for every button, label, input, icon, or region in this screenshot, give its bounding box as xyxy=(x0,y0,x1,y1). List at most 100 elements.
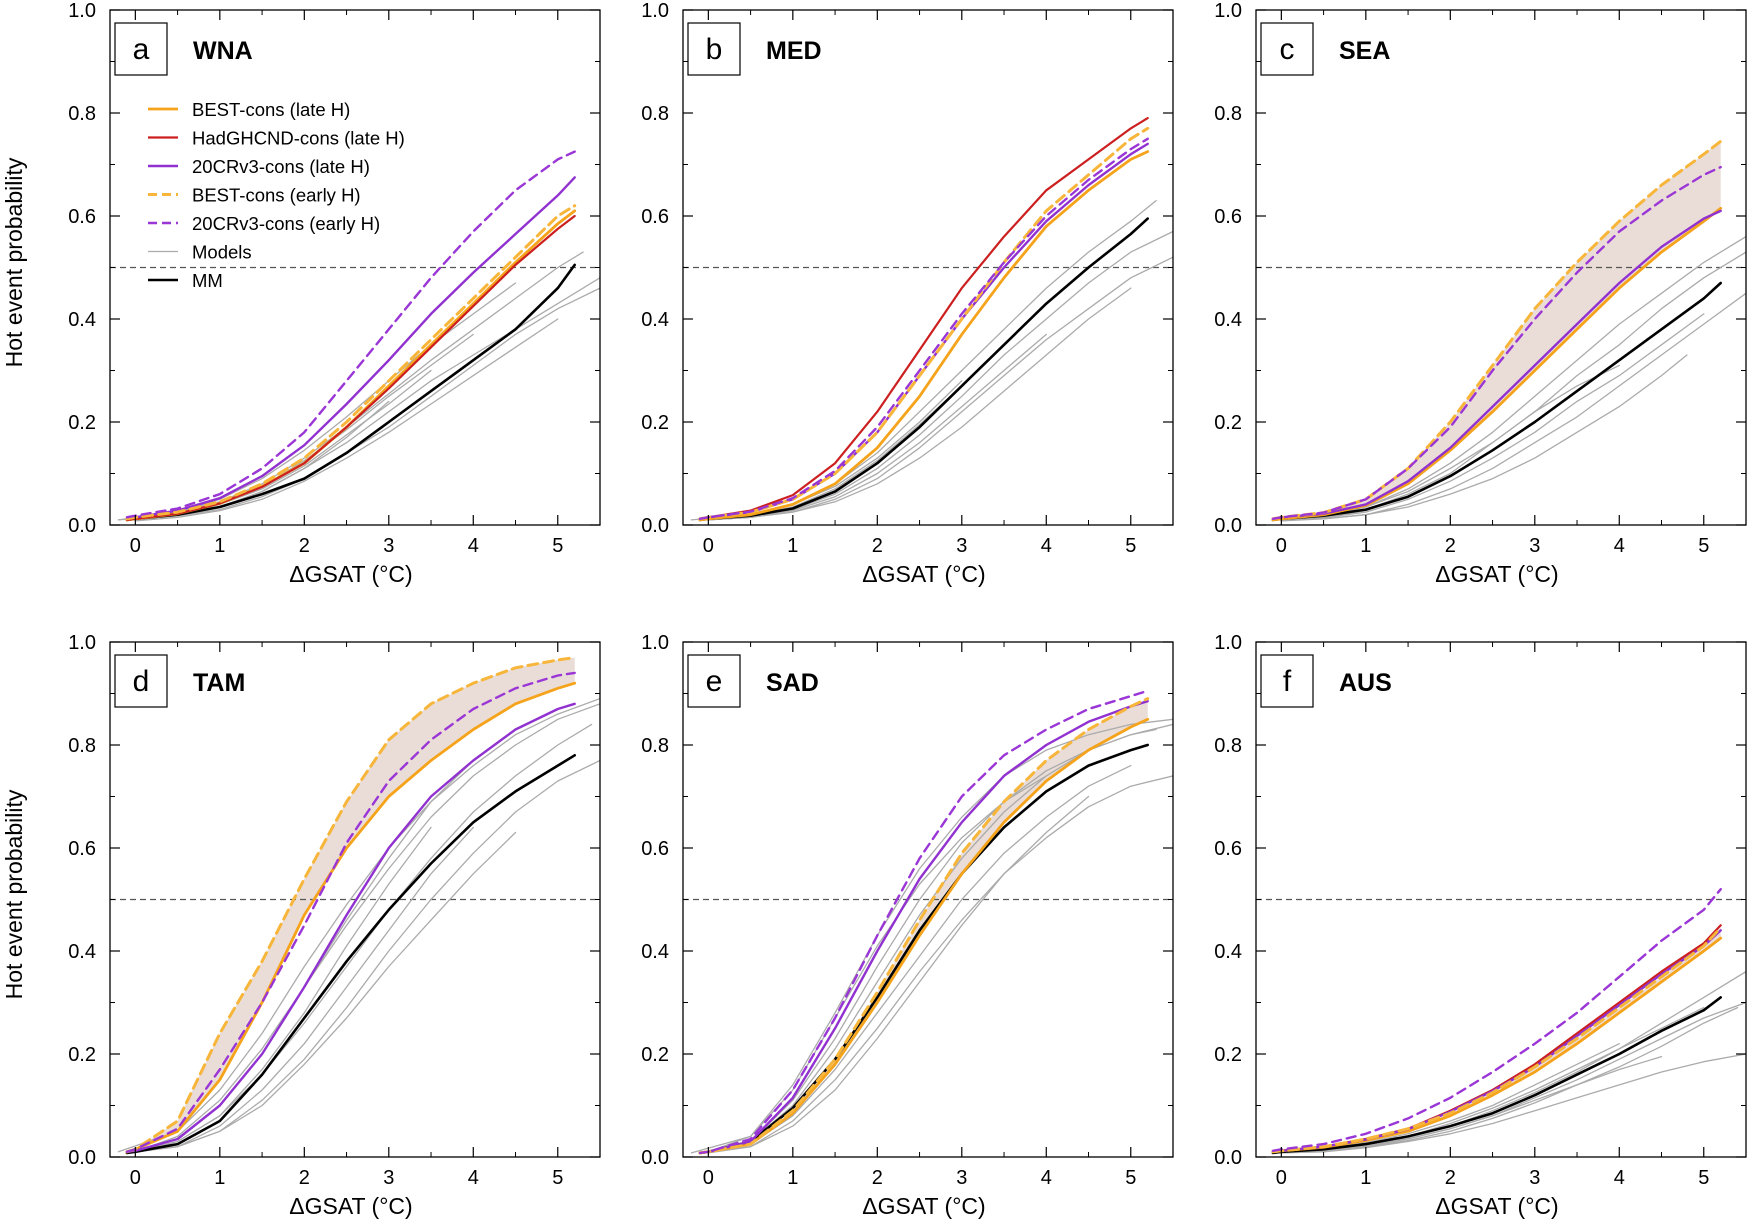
y-tick-label: 0.6 xyxy=(641,838,669,860)
y-tick-label: 0.8 xyxy=(641,103,669,125)
series-line xyxy=(1271,996,1722,1155)
y-tick-label: 0.6 xyxy=(641,206,669,228)
y-tick-label: 0.6 xyxy=(68,838,96,860)
series-line xyxy=(134,318,559,522)
plot-area xyxy=(1256,139,1746,522)
series-line xyxy=(117,277,600,521)
y-tick-label: 1.0 xyxy=(1214,632,1242,654)
series-line xyxy=(134,723,593,1153)
x-axis-label: ΔGSAT (°C) xyxy=(1435,561,1558,587)
y-tick-label: 0.4 xyxy=(1214,941,1242,963)
y-tick-label: 0.0 xyxy=(1214,1147,1242,1169)
series-line xyxy=(125,702,576,1153)
y-tick-label: 0.8 xyxy=(641,735,669,757)
plot-area xyxy=(110,150,600,522)
x-axis-label: ΔGSAT (°C) xyxy=(1435,1193,1558,1219)
region-label: TAM xyxy=(193,669,245,697)
y-tick-label: 1.0 xyxy=(1214,0,1242,22)
x-tick-label: 4 xyxy=(1614,535,1625,557)
x-tick-label: 5 xyxy=(552,535,563,557)
panel-d: 0 1 2 3 4 5 0.0 0.2 0.4 0.6 0.8 1.0 ΔGSAT (°C) Hot ev… xyxy=(1,632,601,1219)
x-tick-label: 4 xyxy=(1614,1167,1625,1189)
series-line xyxy=(134,703,600,1153)
series-line xyxy=(690,199,1157,521)
y-tick-label: 0.6 xyxy=(1214,838,1242,860)
series-line xyxy=(707,287,1132,521)
y-tick-label: 0.2 xyxy=(641,412,669,434)
x-tick-label: 1 xyxy=(787,1167,798,1189)
x-axis-label: ΔGSAT (°C) xyxy=(289,561,412,587)
series-line xyxy=(707,728,1157,1153)
y-tick-label: 0.4 xyxy=(641,941,669,963)
plot-area xyxy=(683,689,1173,1155)
series-line xyxy=(1280,1006,1705,1153)
x-tick-label: 2 xyxy=(299,1167,310,1189)
y-tick-label: 0.2 xyxy=(1214,412,1242,434)
x-tick-label: 0 xyxy=(130,1167,141,1189)
series-line xyxy=(1280,1006,1739,1154)
y-tick-label: 1.0 xyxy=(641,632,669,654)
series-line xyxy=(1280,313,1705,522)
x-tick-label: 2 xyxy=(872,535,883,557)
panel-a: 0 1 2 3 4 5 0.0 0.2 0.4 0.6 0.8 1.0 ΔGSAT (°C) Hot ev… xyxy=(1,0,601,587)
x-tick-label: 3 xyxy=(383,535,394,557)
x-axis-label: ΔGSAT (°C) xyxy=(289,1193,412,1219)
series-line xyxy=(698,142,1149,520)
x-tick-label: 4 xyxy=(468,1167,479,1189)
y-tick-label: 0.0 xyxy=(641,515,669,537)
y-axis-label: Hot event probability xyxy=(1,789,27,999)
legend-label: 20CRv3-cons (early H) xyxy=(192,213,380,234)
panel-letter: f xyxy=(1283,665,1292,698)
series-line xyxy=(1271,929,1722,1153)
x-tick-label: 0 xyxy=(1276,1167,1287,1189)
region-label: MED xyxy=(766,37,822,65)
series-line xyxy=(134,759,474,1153)
x-tick-label: 3 xyxy=(956,535,967,557)
y-tick-label: 0.4 xyxy=(1214,309,1242,331)
y-tick-label: 0.6 xyxy=(68,206,96,228)
y-tick-label: 0.2 xyxy=(68,412,96,434)
y-tick-label: 0.2 xyxy=(1214,1044,1242,1066)
panel-letter-box xyxy=(687,654,741,708)
series-line xyxy=(698,743,1149,1155)
x-tick-label: 1 xyxy=(214,535,225,557)
x-tick-label: 5 xyxy=(1698,1167,1709,1189)
legend-label: BEST-cons (early H) xyxy=(192,185,361,206)
panel-letter: e xyxy=(706,665,723,698)
x-tick-label: 4 xyxy=(468,535,479,557)
series-line xyxy=(134,287,600,521)
x-tick-label: 3 xyxy=(383,1167,394,1189)
x-tick-label: 2 xyxy=(1445,535,1456,557)
y-tick-label: 0.2 xyxy=(68,1044,96,1066)
series-line xyxy=(1280,1053,1746,1154)
x-tick-label: 2 xyxy=(872,1167,883,1189)
series-line xyxy=(698,117,1149,520)
legend-label: MM xyxy=(192,270,223,291)
y-tick-label: 1.0 xyxy=(641,0,669,22)
panel-letter: a xyxy=(133,33,150,66)
series-line xyxy=(117,251,584,521)
x-tick-label: 1 xyxy=(214,1167,225,1189)
x-tick-label: 1 xyxy=(1360,1167,1371,1189)
series-line xyxy=(690,718,1173,1154)
series-line xyxy=(125,204,577,521)
x-tick-label: 1 xyxy=(787,535,798,557)
plot-area xyxy=(683,117,1173,522)
x-axis-label: ΔGSAT (°C) xyxy=(862,561,985,587)
series-line xyxy=(698,700,1149,1155)
series-line xyxy=(125,754,576,1155)
series-line xyxy=(707,723,1173,1153)
region-label: SAD xyxy=(766,669,819,697)
y-tick-label: 0.0 xyxy=(1214,515,1242,537)
x-tick-label: 2 xyxy=(1445,1167,1456,1189)
series-line xyxy=(698,126,1150,521)
legend-label: HadGHCND-cons (late H) xyxy=(192,128,405,149)
series-line xyxy=(1271,888,1722,1152)
series-line xyxy=(125,656,577,1154)
series-line xyxy=(698,717,1150,1155)
x-tick-label: 0 xyxy=(1276,535,1287,557)
region-label: WNA xyxy=(193,37,253,65)
x-tick-label: 3 xyxy=(1529,535,1540,557)
series-line xyxy=(707,795,1090,1153)
